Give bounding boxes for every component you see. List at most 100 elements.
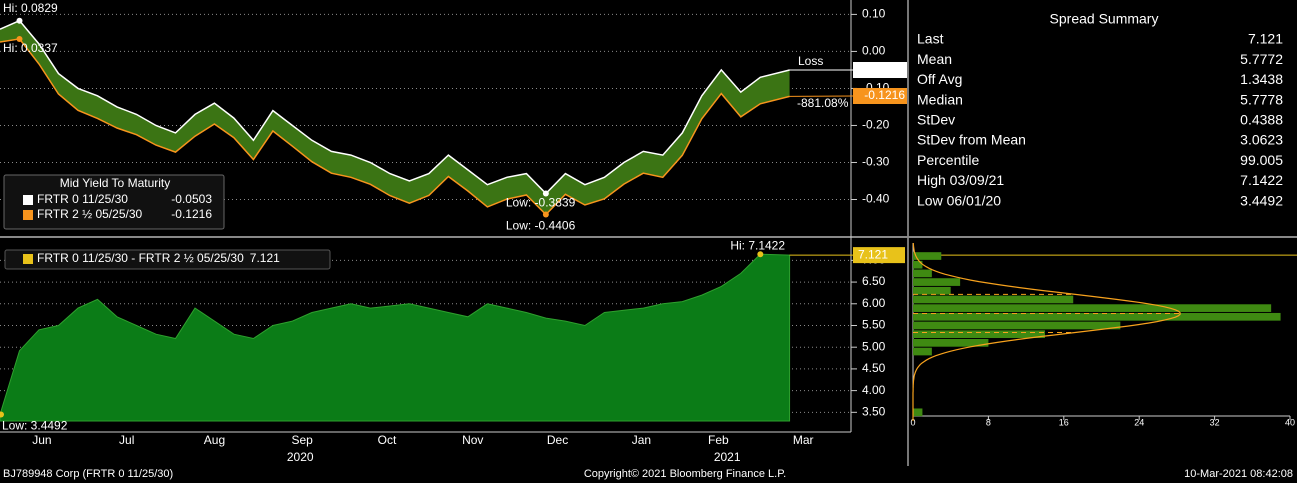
normal-curve [912,242,1181,421]
summary-value: 5.7778 [1240,91,1283,107]
y-tick-label: 5.00 [862,339,886,353]
yield-line [0,38,790,216]
summary-label: StDev from Mean [917,132,1026,148]
summary-value: 3.0623 [1240,132,1283,148]
summary-label: Median [917,91,963,107]
summary-label: Percentile [917,152,979,168]
summary-label: Low 06/01/20 [917,192,1001,208]
summary-label: Off Avg [917,71,962,87]
x-tick-label: Dec [547,433,568,447]
hist-bar [913,269,932,278]
last-value-label: -0.1216 [864,88,905,102]
summary-value: 1.3438 [1240,71,1283,87]
summary-value: 5.7772 [1240,51,1283,67]
extreme-label: Low: -0.4406 [506,219,576,233]
y-tick-label: 3.50 [862,404,886,418]
summary-value: 7.121 [1248,31,1283,47]
legend-title: Mid Yield To Maturity [60,176,171,190]
x-tick-label: Aug [204,433,225,447]
y-tick-label: 0.00 [862,44,886,58]
x-tick-label: 16 [1059,417,1069,427]
legend-value: 7.121 [250,251,280,265]
legend-swatch [23,254,33,264]
y-tick-label: -0.20 [862,118,890,132]
loss-label: Loss [798,54,823,68]
summary-value: 7.1422 [1240,172,1283,188]
y-tick-label: 4.50 [862,361,886,375]
summary-label: StDev [917,112,955,128]
yield-line [0,19,790,195]
summary-label: High 03/09/21 [917,172,1004,188]
legend-entry: FRTR 0 11/25/30 - FRTR 2 ½ 05/25/30 [37,251,244,265]
hi-marker [757,251,764,258]
extreme-label: Low: -0.3839 [506,196,576,210]
x-tick-label: Jun [32,433,51,447]
hist-bar [913,260,923,269]
last-value-box [853,62,907,78]
legend-value: -0.0503 [171,192,212,206]
y-tick-label: 0.10 [862,7,886,21]
footer-right: 10-Mar-2021 08:42:08 [1184,468,1293,480]
spread-area [0,253,791,422]
summary-value: 3.4492 [1240,192,1283,208]
extreme-marker [542,211,549,218]
legend-entry: FRTR 0 11/25/30 [37,192,128,206]
hist-bar [913,278,961,286]
x-tick-label: Feb [708,433,729,447]
summary-label: Mean [917,51,952,67]
legend-swatch [23,195,33,205]
y-tick-label: 6.00 [862,296,886,310]
hist-bar [913,304,1272,312]
hist-bar [913,252,942,260]
hist-bar [913,339,989,347]
last-value-label: -0.0503 [864,62,905,76]
loss-pct-label: -881.08% [797,96,849,110]
summary-value: 99.005 [1240,152,1283,168]
x-tick-label: 0 [910,417,915,427]
x-tick-label: 40 [1285,417,1295,427]
hist-bar [913,408,923,417]
low-label: Low: 3.4492 [2,419,68,433]
summary-label: Last [917,31,944,47]
y-tick-label: 4.00 [862,383,886,397]
x-tick-label: Nov [462,433,483,447]
summary-title: Spread Summary [1050,11,1159,27]
summary-value: 0.4388 [1240,112,1283,128]
year-label: 2020 [287,450,314,464]
last-value-box [853,88,907,104]
y-tick-label: 6.50 [862,274,886,288]
legend-value: -0.1216 [171,207,212,221]
x-tick-label: Jul [119,433,134,447]
x-tick-label: Oct [378,433,397,447]
legend-box [4,249,331,270]
year-label: 2021 [714,450,741,464]
low-marker [0,411,4,418]
x-tick-label: 8 [986,417,991,427]
hi-label: Hi: 7.1422 [730,238,785,252]
extreme-marker [16,17,23,24]
legend-swatch [23,210,33,220]
extreme-marker [542,190,549,197]
hist-bar [913,330,1045,339]
extreme-label: Hi: 0.0829 [3,1,58,15]
hist-bar [913,347,932,356]
footer-left: BJ789948 Corp (FRTR 0 11/25/30) [3,468,173,480]
y-tick-label: -0.30 [862,155,890,169]
y-tick-label: -0.40 [862,192,890,206]
footer-center: Copyright© 2021 Bloomberg Finance L.P. [584,468,786,480]
last-value-box [853,247,905,264]
extreme-label: Hi: 0.0337 [3,41,58,55]
extreme-marker [16,35,23,42]
hist-bar [913,286,951,295]
x-tick-label: 24 [1134,417,1144,427]
x-tick-label: Jan [632,433,651,447]
legend-box [3,174,225,230]
hist-bar [913,321,1121,330]
y-tick-label: 5.50 [862,318,886,332]
hist-bar [913,312,1281,321]
hist-bar [913,295,1074,304]
last-value-label: 7.121 [858,247,888,261]
x-tick-label: Mar [793,433,814,447]
x-tick-label: Sep [291,433,313,447]
